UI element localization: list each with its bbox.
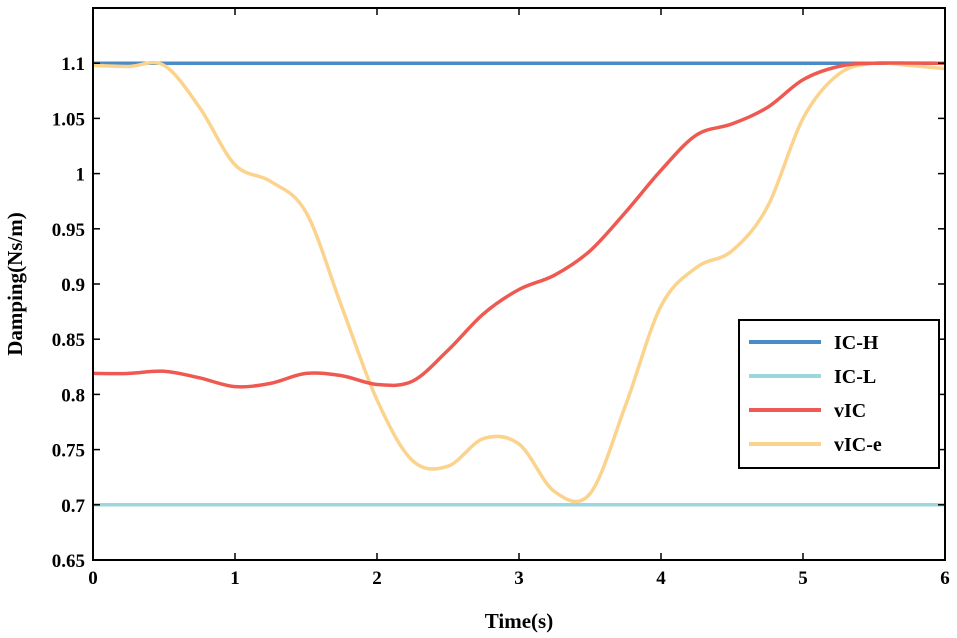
plot-frame (92, 7, 946, 561)
legend: IC-H IC-L vIC vIC-e (738, 319, 940, 469)
series-line-vic-e (93, 60, 945, 504)
y-tick-label: 1 (76, 165, 86, 186)
y-tick-label: 0.95 (52, 220, 85, 241)
legend-label-ic-h: IC-H (834, 332, 879, 354)
x-tick-label: 0 (88, 568, 98, 589)
series-layer (93, 60, 945, 507)
x-tick-label: 3 (514, 568, 524, 589)
y-tick-label: 0.75 (52, 441, 85, 462)
plot-area: 0 1 2 3 4 5 6 0.65 0.7 0.75 0.8 0.85 0.9 0.95 1 1.05 1.1 (52, 7, 950, 589)
legend-label-ic-l: IC-L (834, 366, 876, 388)
x-tick-label: 1 (230, 568, 240, 589)
x-tick-label: 4 (656, 568, 666, 589)
y-tick-label: 0.85 (52, 330, 85, 351)
legend-label-vic: vIC (834, 400, 866, 422)
y-tick-label: 1.1 (61, 54, 85, 75)
y-tick-label: 0.9 (61, 275, 85, 296)
y-axis-label: Damping(Ns/m) (3, 212, 27, 356)
x-axis-label: Time(s) (485, 609, 553, 633)
y-tick-label: 0.65 (52, 551, 85, 572)
x-tick-label: 6 (940, 568, 950, 589)
ticks-layer: 0 1 2 3 4 5 6 0.65 0.7 0.75 0.8 0.85 0.9 0.95 1 1.05 1.1 (52, 8, 950, 589)
y-tick-label: 0.7 (61, 496, 85, 517)
x-tick-label: 5 (798, 568, 808, 589)
y-tick-label: 1.05 (52, 109, 85, 130)
legend-label-vic-e: vIC-e (834, 434, 882, 456)
y-tick-label: 0.8 (61, 385, 85, 406)
series-line-vic (93, 61, 945, 389)
x-tick-label: 2 (372, 568, 382, 589)
